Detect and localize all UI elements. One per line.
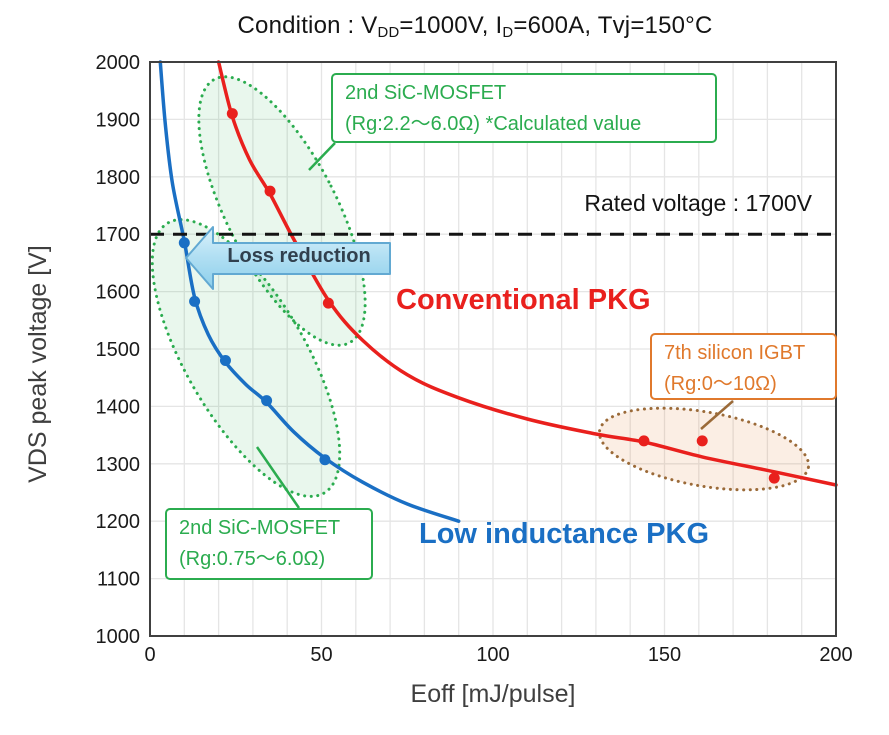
x-tick-label: 50 (310, 644, 332, 666)
data-point (322, 297, 334, 309)
annotation-box-line: 7th silicon IGBT (664, 342, 806, 364)
title-text: =600A, Tvj=150°C (513, 12, 713, 39)
callout-line (255, 446, 301, 509)
y-tick-label: 1400 (96, 396, 141, 418)
data-point (638, 435, 650, 447)
annotation-box-line: (Rg:0.75～6.0Ω) (179, 548, 326, 570)
silicon-igbt-ellipse (597, 406, 811, 492)
series-low-inductance-pkg (158, 60, 461, 523)
y-tick-label: 1700 (96, 224, 141, 246)
loss-reduction-label: Loss reduction (227, 245, 371, 267)
series-curve (216, 60, 838, 487)
title-text: Condition : V (237, 12, 378, 39)
data-point (696, 435, 708, 447)
sic-mosfet-bottom-ellipse (150, 218, 342, 498)
y-tick-label: 1500 (96, 339, 141, 361)
y-tick-labels: 1000 1100 1200 1300 1400 1500 1600 1700 1800 1900… (96, 52, 141, 648)
x-tick-label: 0 (144, 644, 155, 666)
data-point (319, 454, 331, 466)
x-tick-label: 100 (476, 644, 509, 666)
annotation-box-line: 2nd SiC-MOSFET (345, 82, 507, 104)
data-point (261, 395, 273, 407)
x-tick-label: 200 (819, 644, 852, 666)
data-point (178, 237, 190, 249)
annotation-box-sic-mosfet-top: 2nd SiC-MOSFET (Rg:2.2～6.0Ω) *Calculated… (331, 73, 717, 143)
title-subscript: DD (377, 25, 400, 42)
x-tick-labels: 0 50 100 150 200 (144, 644, 852, 666)
y-tick-label: 1200 (96, 511, 141, 533)
y-tick-label: 1100 (97, 569, 140, 591)
y-tick-label: 1000 (96, 626, 141, 648)
annotation-box-silicon-igbt: 7th silicon IGBT (Rg:0～10Ω) (650, 333, 837, 400)
data-point (768, 472, 780, 484)
chart-title: Condition : VDD=1000V, ID=600A, Tvj=150°… (60, 12, 889, 41)
data-point (264, 185, 276, 197)
data-point (189, 295, 201, 307)
title-subscript: D (502, 25, 514, 42)
title-text: =1000V, I (399, 12, 503, 39)
y-tick-label: 1800 (96, 167, 141, 189)
series-conventional-pkg (216, 60, 838, 487)
annotation-callouts (255, 142, 734, 509)
annotation-box-line: (Rg:2.2～6.0Ω) *Calculated value (345, 113, 642, 135)
annotation-box-line: (Rg:0～10Ω) (664, 373, 777, 395)
y-axis-title: VDS peak voltage [V] (24, 245, 52, 483)
data-point (226, 108, 238, 120)
y-tick-label: 1900 (96, 109, 141, 131)
annotation-box-line: 2nd SiC-MOSFET (179, 517, 341, 539)
rated-voltage-label: Rated voltage : 1700V (584, 190, 812, 216)
callout-line (308, 142, 336, 171)
x-axis-title: Eoff [mJ/pulse] (410, 680, 576, 708)
series-curve (158, 60, 461, 523)
y-tick-label: 1300 (96, 454, 141, 476)
loss-reduction-arrow (185, 226, 391, 290)
series-label-conventional-pkg: Conventional PKG (396, 284, 651, 316)
callout-line (700, 400, 734, 430)
x-tick-label: 150 (648, 644, 681, 666)
series-label-low-inductance-pkg: Low inductance PKG (419, 518, 710, 550)
y-tick-label: 2000 (96, 52, 141, 74)
data-point (219, 354, 231, 366)
y-tick-label: 1600 (96, 282, 141, 304)
annotation-box-sic-mosfet-bottom: 2nd SiC-MOSFET (Rg:0.75～6.0Ω) (165, 508, 373, 580)
sic-mosfet-top-ellipse (197, 75, 367, 347)
